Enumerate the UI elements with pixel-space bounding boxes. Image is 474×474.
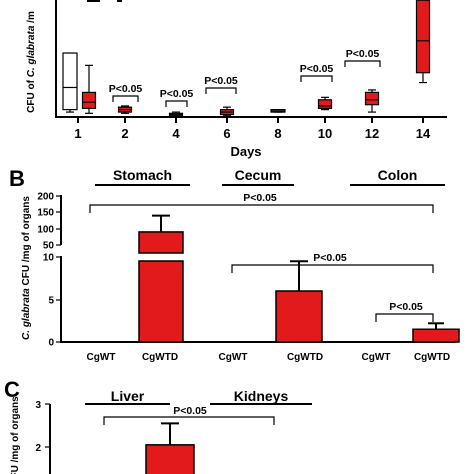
panel-b-y-tick-label: 100 (37, 225, 54, 236)
panel-c-y-tick-label: 2 (35, 443, 41, 454)
panel-a-x-tick-label: 10 (318, 126, 332, 141)
panel-a-pvalue-label: P<0.05 (109, 83, 143, 95)
panel-a-partial-mark (117, 0, 122, 2)
panel-b-y-tick-label: 10 (43, 253, 55, 264)
panel-b-y-tick-label: 150 (37, 208, 54, 219)
panel-a-treated-box-box (317, 99, 333, 109)
panel-b-bar-colon (412, 328, 460, 343)
panel-a-pvalue-bracket (300, 75, 333, 82)
panel-a-x-tick-label: 8 (274, 126, 281, 141)
panel-b-x-tick-label: CgWTD (414, 352, 450, 363)
panel-a-x-tick-label: 6 (223, 126, 230, 141)
panel-a-x-axis-title: Days (230, 144, 261, 159)
panel-a-pvalue-bracket (205, 87, 237, 94)
panel-c-pvalue-label: P<0.05 (173, 405, 207, 417)
panel-c-pvalue-bracket (103, 416, 275, 425)
panel-a-pvalue-bracket (165, 100, 188, 107)
panel-b-y-tick-label: 0 (48, 338, 54, 349)
panel-b-group-label: Cecum (235, 167, 282, 183)
panel-b-bar-stomach-lower (138, 260, 184, 343)
panel-a-treated-box-box (415, 0, 431, 74)
panel-c-y-label: CFU /mg of organs (10, 396, 21, 474)
panel-b-y-tick-label: 5 (48, 296, 54, 307)
panel-a-x-tick-label: 2 (121, 126, 128, 141)
panel-c-bar-liver (145, 444, 195, 474)
panel-a-pvalue-label: P<0.05 (160, 88, 194, 100)
panel-a-pvalue-bracket (112, 95, 139, 102)
panel-b-pvalue-bracket (231, 264, 434, 273)
panel-b-pvalue-label: P<0.05 (389, 301, 423, 313)
panel-b-x-tick-label: CgWT (219, 352, 248, 363)
panel-b-bar-stomach (138, 231, 184, 254)
panel-b-group-label: Colon (378, 167, 418, 183)
panel-b-pvalue-bracket (375, 313, 434, 322)
panel-a-treated-box-box (364, 91, 380, 106)
panel-b-pvalue-label: P<0.05 (243, 192, 277, 204)
panel-a-treated-box-box (81, 91, 97, 109)
panel-b-x-tick-label: CgWT (362, 352, 391, 363)
panel-a-pvalue-label: P<0.05 (300, 63, 334, 75)
panel-b-group-label: Stomach (113, 167, 172, 183)
panel-b-x-tick-label: CgWT (87, 352, 116, 363)
panel-b-pvalue-label: P<0.05 (313, 252, 347, 264)
panel-b-pvalue-bracket (89, 204, 434, 213)
panel-a-pvalue-bracket (344, 60, 381, 67)
panel-c-group-label: Kidneys (234, 388, 289, 404)
panel-a-pvalue-label: P<0.05 (346, 48, 380, 60)
panel-b-bar-cecum (275, 290, 323, 343)
panel-b-letter: B (9, 166, 25, 191)
panel-b-x-tick-label: CgWTD (142, 352, 178, 363)
panel-a-x-tick-label: 1 (74, 126, 81, 141)
panel-b-y-label: C. glabrata CFU /mg of organs (21, 196, 32, 340)
panel-b-x-tick-label: CgWTD (287, 352, 323, 363)
panel-b-y-tick-label: 200 (37, 192, 54, 203)
panel-a-pvalue-label: P<0.05 (204, 75, 238, 87)
panel-a-x-tick-label: 12 (365, 126, 379, 141)
panel-c-letter: C (4, 377, 20, 402)
panel-c-group-label: Liver (111, 388, 145, 404)
panel-b-y-tick-label: 50 (43, 241, 55, 252)
panel-a-y-label: CFU of C. glabrata /m (26, 11, 37, 113)
panel-a-partial-mark (87, 0, 100, 2)
panel-a-ctrl-box-box (62, 52, 78, 111)
panel-a-x-tick-label: 4 (172, 126, 180, 141)
panel-c-y-tick-label: 3 (35, 400, 41, 411)
panel-a-x-tick-label: 14 (416, 126, 431, 141)
